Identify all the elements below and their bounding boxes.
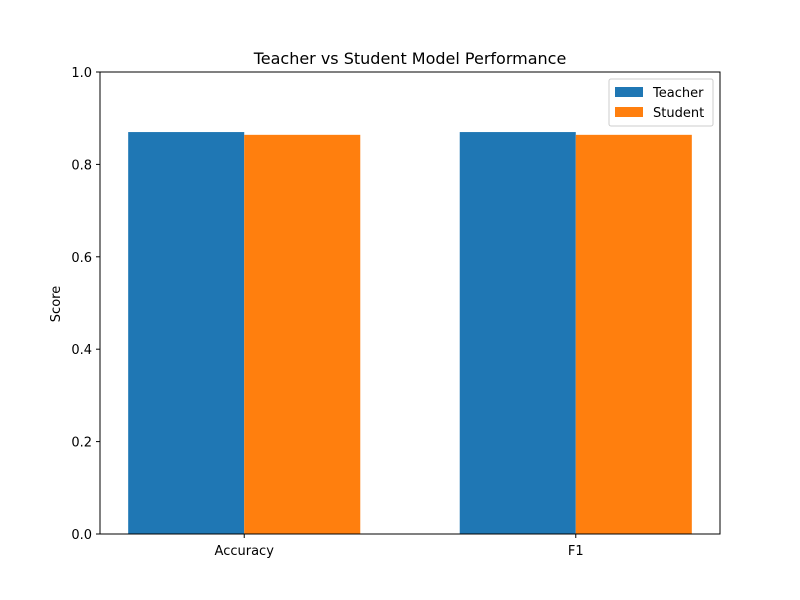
legend-swatch-teacher bbox=[615, 87, 643, 97]
bars-group bbox=[128, 132, 692, 534]
chart-title: Teacher vs Student Model Performance bbox=[253, 49, 567, 68]
x-tick-label: F1 bbox=[568, 544, 584, 559]
y-tick-label: 0.2 bbox=[71, 436, 92, 451]
y-tick-label: 0.4 bbox=[71, 343, 92, 358]
legend-label-student: Student bbox=[653, 106, 704, 121]
y-tick-label: 0.6 bbox=[71, 251, 92, 266]
x-tick-label: Accuracy bbox=[215, 544, 275, 559]
plot-frame bbox=[99, 71, 721, 535]
y-axis-label: Score bbox=[49, 286, 64, 322]
legend: Teacher Student bbox=[608, 78, 714, 127]
y-tick-label: 0.0 bbox=[71, 528, 92, 543]
bar-student-accuracy bbox=[244, 134, 361, 534]
bar-teacher-accuracy bbox=[128, 132, 245, 534]
bar-student-f1 bbox=[575, 134, 692, 534]
axes-group: 0.0 0.2 0.4 0.6 0.8 1.0 Accuracy F1 bbox=[71, 66, 721, 559]
legend-swatch-student bbox=[615, 107, 643, 117]
bar-teacher-f1 bbox=[459, 132, 576, 534]
y-tick-label: 0.8 bbox=[71, 158, 92, 173]
y-tick-label: 1.0 bbox=[71, 66, 92, 81]
legend-label-teacher: Teacher bbox=[652, 86, 704, 101]
